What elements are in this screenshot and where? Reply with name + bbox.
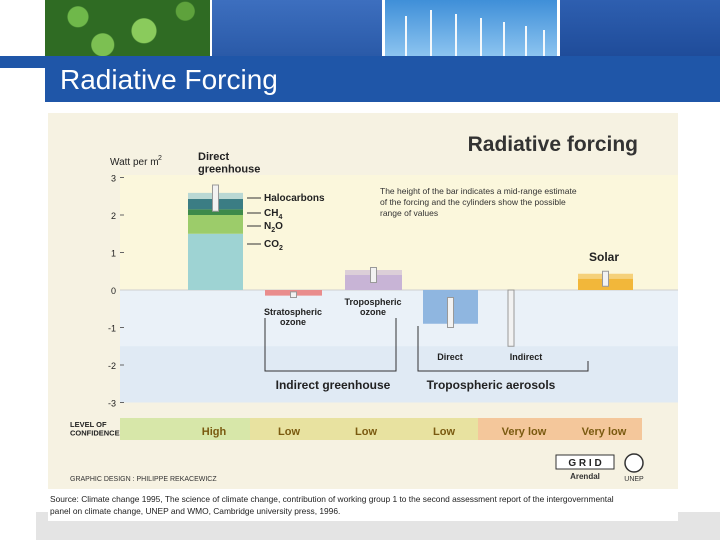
source-citation: Source: Climate change 1995, The science… <box>50 494 614 516</box>
bar-face <box>423 290 478 295</box>
y-tick-label: 2 <box>111 211 116 221</box>
unep-logo-icon <box>624 453 644 473</box>
bar-label-indirect: Indirect <box>510 352 543 362</box>
bracket-indirect-greenhouse <box>264 318 397 372</box>
bar-label-solar: Solar <box>589 250 619 264</box>
y-tick-label: -3 <box>108 399 116 409</box>
stack-label-n: N2O <box>264 221 283 234</box>
confidence-level: Very low <box>502 426 547 438</box>
bar-range-cylinder <box>447 297 454 328</box>
bracket-tropospheric-aerosols <box>417 326 589 372</box>
y-axis-label-superscript: 2 <box>158 155 162 162</box>
unep-logo-text: UNEP <box>624 476 644 483</box>
header-photo-leaves <box>45 0 210 56</box>
stack-segment-ch <box>188 215 243 234</box>
bar-range-cylinder <box>507 289 515 347</box>
y-tick-label: 1 <box>111 249 116 259</box>
grid-logo-box <box>555 454 615 470</box>
bar-range-cylinder <box>602 270 609 287</box>
stack-label-ch: CH4 <box>264 208 282 221</box>
header-photo-right <box>560 0 720 56</box>
bar-label-stratospheric-ozone: Stratospheric ozone <box>264 307 322 327</box>
y-tick-label: -2 <box>108 361 116 371</box>
chart-title: Radiative forcing <box>468 133 638 156</box>
confidence-label: LEVEL OF CONFIDENCE <box>70 420 120 437</box>
stack-segment-co <box>188 233 243 290</box>
y-axis-label: Watt per m <box>110 157 159 168</box>
confidence-level: Very low <box>582 426 627 438</box>
y-tick-label: 0 <box>111 286 116 296</box>
confidence-band-high <box>120 418 250 440</box>
stack-label-co: CO2 <box>264 239 283 252</box>
direct-greenhouse-label: Direct greenhouse <box>198 151 260 175</box>
arendal-logo-text: Arendal <box>570 472 600 481</box>
negative-deep-band <box>120 346 678 403</box>
graphic-design-credit: GRAPHIC DESIGN : PHILIPPE REKACEWICZ <box>70 476 217 483</box>
header-photo-wind-turbines <box>385 0 557 56</box>
confidence-level: Low <box>355 426 377 438</box>
grid-logo-text: G R I D <box>568 458 601 469</box>
confidence-level: Low <box>433 426 455 438</box>
slide-title: Radiative Forcing <box>60 64 278 95</box>
stack-range-cylinder <box>212 184 219 212</box>
stack-label-halocarbons: Halocarbons <box>264 193 325 204</box>
bar-label-direct: Direct <box>437 352 463 362</box>
y-tick-label: -1 <box>108 324 116 334</box>
group-label-indirect-greenhouse: Indirect greenhouse <box>276 378 391 392</box>
confidence-level: Low <box>278 426 300 438</box>
confidence-level: High <box>202 426 227 438</box>
title-bar <box>45 60 720 102</box>
group-label-tropospheric-aerosols: Tropospheric aerosols <box>427 378 556 392</box>
stack-segment-n <box>188 209 243 215</box>
confidence-band-very-low <box>478 418 642 440</box>
chart-note: The height of the bar indicates a mid-ra… <box>380 186 577 218</box>
bar-range-cylinder <box>370 267 377 283</box>
bar-range-cylinder <box>290 291 297 298</box>
y-tick-label: 3 <box>111 174 116 184</box>
source-band <box>48 489 678 521</box>
bar-label-tropospheric-ozone: Tropospheric ozone <box>344 297 401 317</box>
header-photo-blue <box>212 0 382 56</box>
